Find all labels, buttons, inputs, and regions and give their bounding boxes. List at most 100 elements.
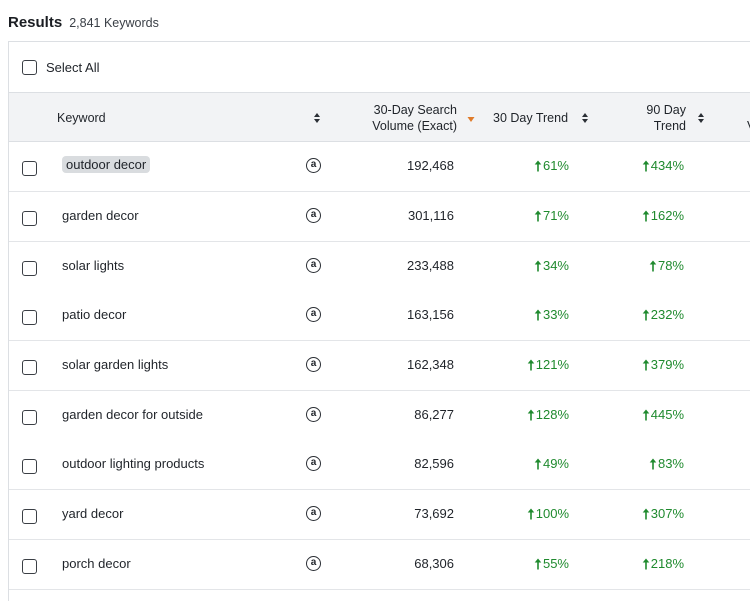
trend30-value: 34%: [542, 258, 569, 273]
keyword-cell[interactable]: outdoor decor: [62, 156, 151, 173]
amazon-icon[interactable]: a: [306, 556, 321, 571]
search-volume-cell: 82,596: [414, 456, 454, 471]
trend30-cell: 33%: [489, 307, 569, 322]
trend30-cell: 71%: [489, 208, 569, 223]
keyword-count: 2,841 Keywords: [69, 16, 159, 30]
keyword-cell[interactable]: yard decor: [62, 506, 124, 521]
trend90-cell: 307%: [604, 506, 684, 521]
trend90-value: 379%: [650, 357, 684, 372]
search-volume-cell: 192,468: [407, 158, 454, 173]
trend-up-arrow-icon: [642, 210, 650, 222]
trend90-value: 218%: [650, 556, 684, 571]
trend30-value: 55%: [542, 556, 569, 571]
trend90-cell: 445%: [604, 407, 684, 422]
table-row[interactable]: patio decor a 163,156 33% 232%: [9, 291, 750, 341]
amazon-icon[interactable]: a: [306, 158, 321, 173]
trend-up-arrow-icon: [642, 508, 650, 520]
row-checkbox[interactable]: [22, 211, 37, 226]
column-header-trend90[interactable]: 90 Day Trend: [629, 102, 686, 134]
row-checkbox[interactable]: [22, 161, 37, 176]
trend-up-arrow-icon: [642, 359, 650, 371]
select-all-checkbox[interactable]: [22, 60, 37, 75]
volume-header-line2: Volume (Exact): [372, 119, 457, 133]
trend30-cell: 34%: [489, 258, 569, 273]
amazon-icon[interactable]: a: [306, 307, 321, 322]
table-row[interactable]: porch decor a 68,306 55% 218%: [9, 540, 750, 590]
row-checkbox[interactable]: [22, 410, 37, 425]
trend-up-arrow-icon: [642, 558, 650, 570]
trend90-value: 83%: [657, 456, 684, 471]
trend-up-arrow-icon: [534, 309, 542, 321]
keyword-cell[interactable]: garden decor: [62, 208, 139, 223]
trend90-cell: 218%: [604, 556, 684, 571]
row-checkbox[interactable]: [22, 559, 37, 574]
column-header-keyword[interactable]: Keyword: [57, 111, 106, 125]
trend30-value: 100%: [535, 506, 569, 521]
trend90-value: 445%: [650, 407, 684, 422]
sort-volume-desc-icon[interactable]: [467, 115, 475, 127]
table-row[interactable]: solar garden lights a 162,348 121% 379%: [9, 341, 750, 391]
trend30-cell: 121%: [489, 357, 569, 372]
keyword-cell[interactable]: patio decor: [62, 307, 127, 322]
table-row[interactable]: outdoor lighting products a 82,596 49% 83%: [9, 440, 750, 490]
keyword-cell[interactable]: solar lights: [62, 258, 125, 273]
row-checkbox[interactable]: [22, 509, 37, 524]
select-all-label: Select All: [46, 60, 100, 75]
sort-trend90-icon[interactable]: [697, 112, 705, 124]
table-row[interactable]: outdoor decor a 192,468 61% 434%: [9, 142, 750, 192]
trend-up-arrow-icon: [527, 409, 535, 421]
amazon-icon[interactable]: a: [306, 407, 321, 422]
trend30-value: 128%: [535, 407, 569, 422]
trend90-value: 232%: [650, 307, 684, 322]
amazon-icon[interactable]: a: [306, 208, 321, 223]
trend90-value: 78%: [657, 258, 684, 273]
column-header-trend30[interactable]: 30 Day Trend: [493, 111, 569, 125]
search-volume-cell: 163,156: [407, 307, 454, 322]
amazon-icon[interactable]: a: [306, 506, 321, 521]
trend90-cell: 83%: [604, 456, 684, 471]
select-all-row: Select All: [9, 42, 750, 92]
results-title: Results: [8, 14, 63, 31]
amazon-icon[interactable]: a: [306, 456, 321, 471]
amazon-icon[interactable]: a: [306, 357, 321, 372]
trend-up-arrow-icon: [642, 160, 650, 172]
search-volume-cell: 233,488: [407, 258, 454, 273]
trend30-value: 61%: [542, 158, 569, 173]
trend-up-arrow-icon: [534, 160, 542, 172]
trend90-cell: 434%: [604, 158, 684, 173]
table-row[interactable]: yard decor a 73,692 100% 307%: [9, 490, 750, 540]
column-header-volume[interactable]: 30-Day Search Volume (Exact): [349, 102, 457, 134]
trend30-cell: 61%: [489, 158, 569, 173]
trend30-value: 33%: [542, 307, 569, 322]
row-checkbox[interactable]: [22, 310, 37, 325]
trend30-value: 71%: [542, 208, 569, 223]
results-table: Select All Keyword 30-Day Search Volume …: [8, 41, 750, 601]
keyword-cell[interactable]: solar garden lights: [62, 357, 169, 372]
trend30-value: 49%: [542, 456, 569, 471]
row-checkbox[interactable]: [22, 459, 37, 474]
search-volume-cell: 162,348: [407, 357, 454, 372]
trend-up-arrow-icon: [642, 409, 650, 421]
table-row[interactable]: garden decor a 301,116 71% 162%: [9, 192, 750, 242]
table-row[interactable]: garden decor for outside a 86,277 128% 445%: [9, 391, 750, 441]
row-checkbox[interactable]: [22, 360, 37, 375]
trend30-value: 121%: [535, 357, 569, 372]
table-row[interactable]: solar lights a 233,488 34% 78%: [9, 242, 750, 292]
trend30-cell: 128%: [489, 407, 569, 422]
row-checkbox[interactable]: [22, 261, 37, 276]
sort-trend30-icon[interactable]: [581, 112, 589, 124]
results-header: Results 2,841 Keywords: [8, 14, 159, 31]
sort-keyword-icon[interactable]: [313, 112, 321, 124]
table-header-row: Keyword 30-Day Search Volume (Exact) 30 …: [9, 92, 750, 142]
keyword-cell[interactable]: garden decor for outside: [62, 407, 203, 422]
trend-up-arrow-icon: [642, 309, 650, 321]
trend-up-arrow-icon: [527, 508, 535, 520]
trend90-cell: 162%: [604, 208, 684, 223]
trend-up-arrow-icon: [534, 558, 542, 570]
column-header-next-fragment[interactable]: V: [747, 118, 750, 134]
trend30-cell: 49%: [489, 456, 569, 471]
keyword-cell[interactable]: porch decor: [62, 556, 131, 571]
trend90-value: 434%: [650, 158, 684, 173]
amazon-icon[interactable]: a: [306, 258, 321, 273]
keyword-cell[interactable]: outdoor lighting products: [62, 456, 205, 471]
